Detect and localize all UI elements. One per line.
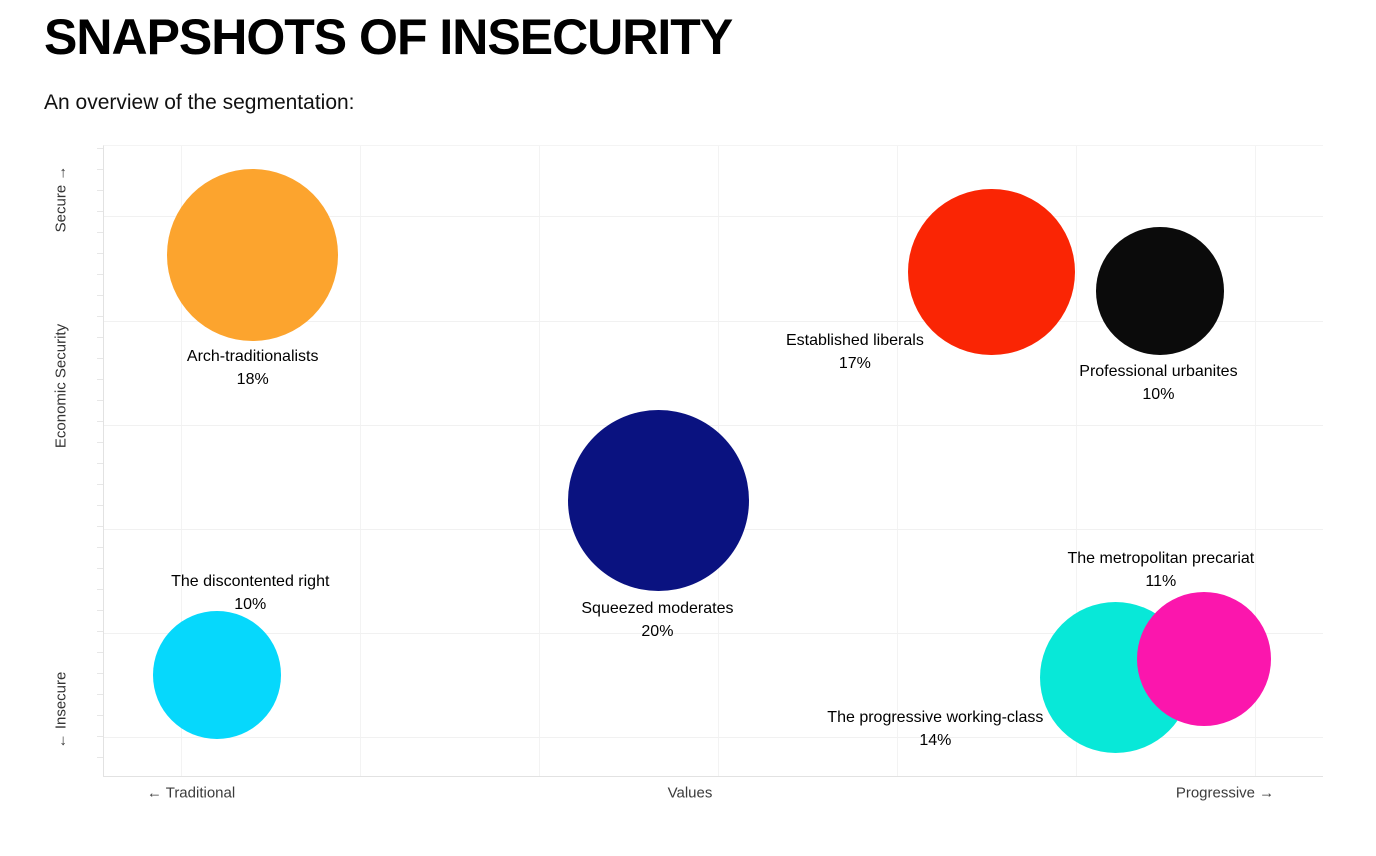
v-gridline [1255,146,1256,776]
y-axis-max-label: Secure → [52,165,70,233]
bubble-label-professional-urbanites: Professional urbanites 10% [1079,360,1237,406]
bubble-label-the-discontented-right: The discontented right 10% [171,570,329,616]
bubble-label-name: Established liberals [785,331,924,349]
v-gridline [1076,146,1077,776]
x-axis-max-label: Progressive → [1175,784,1275,802]
bubble-label-squeezed-moderates: Squeezed moderates 20% [581,597,733,643]
bubble-label-percent: 10% [234,595,267,613]
x-axis-min-label: ← Traditional [146,784,236,802]
bubble-professional-urbanites [1095,227,1224,355]
plot-area: Arch-traditionalists 18% Established liber… [97,145,1323,777]
h-gridline [104,321,1323,322]
h-gridline [104,737,1323,738]
bubble-label-percent: 18% [236,371,269,389]
v-gridline [539,146,540,776]
v-gridline [897,146,898,776]
bubble-label-percent: 11% [1145,573,1177,591]
bubble-arch-traditionalists [167,169,339,341]
bubble-the-discontented-right [153,611,282,740]
x-axis-title: Values [667,784,713,802]
bubble-label-name: The progressive working-class [827,709,1044,727]
page-subtitle: An overview of the segmentation: [44,91,355,114]
y-axis-title: Economic Security [52,323,70,449]
bubble-squeezed-moderates [568,410,749,592]
bubble-label-percent: 10% [1142,386,1175,404]
y-axis-minor-ticks [97,148,103,774]
bubble-label-name: Arch-traditionalists [186,348,319,366]
page-title: SNAPSHOTS OF INSECURITY [44,9,733,65]
bubble-label-name: Professional urbanites [1079,363,1238,381]
y-axis-min-label: ← Insecure [52,671,70,749]
bubble-label-the-progressive-working-class: The progressive working-class 14% [827,706,1043,752]
bubble-label-name: The discontented right [171,572,330,590]
bubble-established-liberals [908,188,1075,356]
bubble-label-percent: 17% [838,354,871,372]
bubble-label-percent: 20% [641,623,674,641]
h-gridline [104,633,1323,634]
h-gridline [104,216,1323,217]
bubble-label-percent: 14% [919,732,952,750]
bubble-label-established-liberals: Established liberals 17% [786,329,924,375]
bubble-label-name: The metropolitan precariat [1067,550,1255,568]
bubble-the-metropolitan-precariat [1136,591,1271,726]
bubble-label-the-metropolitan-precariat: The metropolitan precariat 11% [1067,547,1254,593]
h-gridline [104,425,1323,426]
bubble-label-name: Squeezed moderates [581,600,734,618]
v-gridline [360,146,361,776]
bubble-label-arch-traditionalists: Arch-traditionalists 18% [187,345,319,391]
v-gridline [181,146,182,776]
